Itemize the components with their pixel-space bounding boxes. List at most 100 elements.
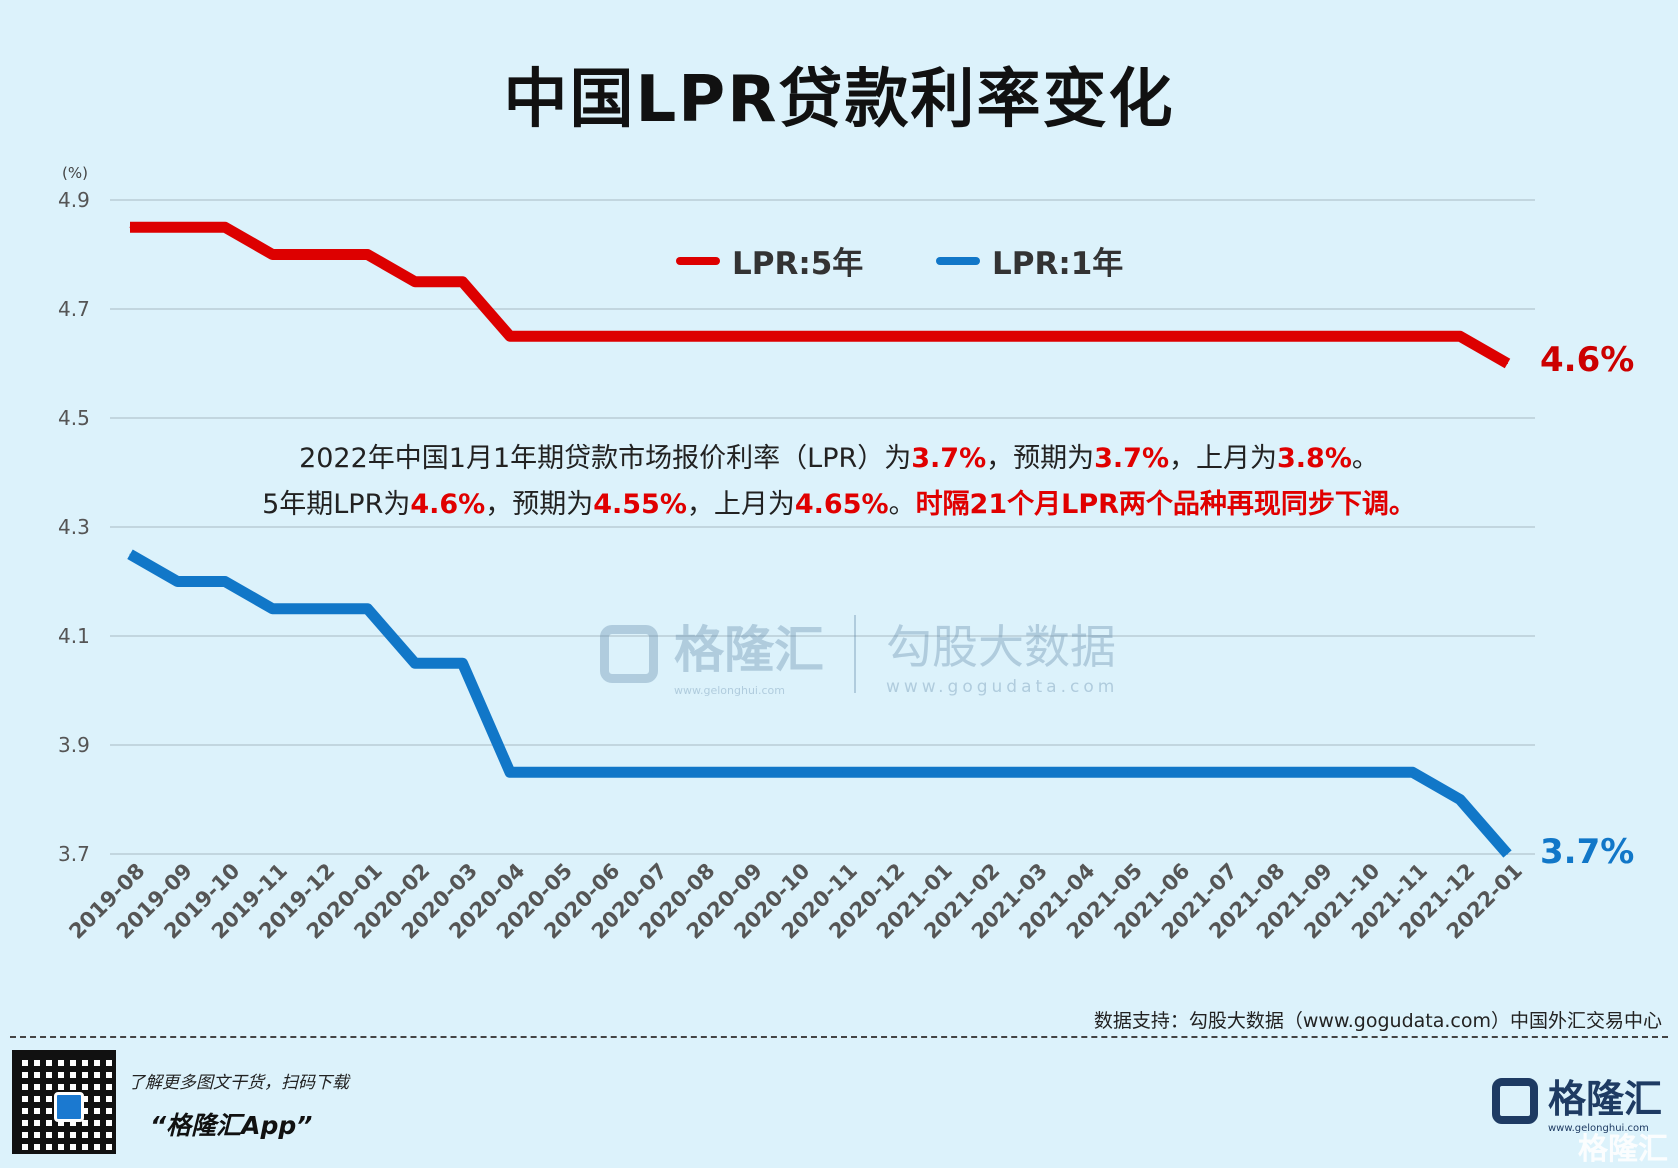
annotation-1-segment: 2022年中国1月1年期贷款市场报价利率（LPR）为 bbox=[299, 443, 912, 474]
data-point bbox=[414, 662, 416, 664]
data-point bbox=[794, 335, 796, 337]
gelonghui-logo-icon bbox=[600, 624, 658, 683]
data-point bbox=[177, 581, 178, 582]
annotation-2-segment: 5年期LPR为 bbox=[262, 489, 411, 520]
data-point bbox=[984, 771, 986, 773]
watermark-partner: 勾股大数据 bbox=[886, 619, 1116, 674]
data-point bbox=[224, 581, 226, 582]
data-point bbox=[1364, 335, 1366, 337]
data-point bbox=[652, 771, 653, 773]
data-point bbox=[319, 608, 321, 610]
y-tick-label: 3.7 bbox=[58, 842, 90, 866]
data-point bbox=[1364, 771, 1366, 773]
series-line-5y bbox=[130, 221, 1511, 369]
watermark-brand-block: 格隆汇 www.gelonghui.com bbox=[674, 610, 824, 697]
legend-swatch-5y bbox=[676, 256, 720, 265]
annotation-2-segment: 4.6% bbox=[410, 489, 486, 520]
data-point bbox=[1317, 335, 1318, 337]
annotation-1-segment: ，上月为 bbox=[1169, 443, 1278, 474]
watermark-partner-url: www.gogudata.com bbox=[886, 676, 1119, 697]
legend-item-1y: LPR:1年 bbox=[936, 238, 1123, 283]
logo-watermark: 格隆汇 bbox=[1578, 1132, 1668, 1167]
data-point bbox=[937, 771, 938, 773]
data-point bbox=[1079, 771, 1081, 773]
data-point bbox=[889, 335, 891, 337]
data-point bbox=[367, 254, 368, 255]
annotation-2-segment: 。 bbox=[888, 489, 916, 520]
annotation-1-segment: 。 bbox=[1351, 443, 1379, 474]
data-point bbox=[557, 335, 558, 337]
data-point bbox=[1317, 771, 1318, 773]
data-point bbox=[1174, 771, 1176, 773]
data-point bbox=[842, 771, 843, 773]
data-point bbox=[509, 771, 511, 773]
watermark-divider bbox=[854, 614, 856, 693]
annotation-2-segment: ，上月为 bbox=[686, 489, 795, 520]
legend-label-5y: LPR:5年 bbox=[732, 246, 864, 282]
y-tick-label: 3.9 bbox=[58, 733, 90, 757]
annotation-1-segment: ，预期为 bbox=[986, 443, 1095, 474]
y-tick-label: 4.9 bbox=[58, 188, 90, 212]
annotation-2-segment: 时隔21个月LPR两个品种再现同步下调。 bbox=[915, 489, 1416, 520]
data-point bbox=[129, 226, 131, 228]
promo-app-name: “格隆汇App” bbox=[150, 1111, 313, 1140]
data-point bbox=[1032, 771, 1033, 773]
data-point bbox=[462, 662, 463, 664]
end-label-1y: 3.7% bbox=[1540, 832, 1635, 872]
annotation-2-segment: ，预期为 bbox=[485, 489, 594, 520]
data-point bbox=[1127, 335, 1128, 337]
y-axis-unit: (%) bbox=[62, 164, 88, 182]
data-point bbox=[794, 771, 796, 773]
data-point bbox=[1269, 771, 1271, 773]
qr-code-icon bbox=[12, 1050, 116, 1154]
y-tick-label: 4.3 bbox=[58, 515, 90, 539]
annotation-2-segment: 4.55% bbox=[593, 489, 687, 520]
qr-logo-icon bbox=[54, 1092, 84, 1122]
annotation-1-segment: 3.7% bbox=[1094, 443, 1170, 474]
annotation-2-segment: 4.65% bbox=[794, 489, 889, 520]
data-point bbox=[604, 771, 606, 773]
series-line-1y bbox=[127, 549, 1512, 858]
annotation-1-segment: 3.8% bbox=[1277, 443, 1352, 474]
legend-item-5y: LPR:5年 bbox=[676, 238, 863, 283]
data-point bbox=[414, 281, 416, 283]
data-point bbox=[367, 608, 368, 610]
data-point bbox=[1079, 335, 1081, 337]
data-point bbox=[272, 254, 273, 255]
data-point bbox=[1412, 335, 1413, 337]
watermark-partner-block: 勾股大数据 www.gogudata.com bbox=[886, 611, 1118, 697]
watermark: 格隆汇 www.gelonghui.com 勾股大数据 www.gogudata… bbox=[600, 610, 1118, 697]
y-tick-label: 4.1 bbox=[58, 624, 90, 648]
data-point bbox=[177, 226, 178, 228]
data-point bbox=[319, 254, 321, 255]
data-point bbox=[1269, 335, 1271, 337]
data-point bbox=[509, 335, 511, 337]
data-point bbox=[272, 608, 273, 610]
data-point bbox=[889, 771, 891, 773]
y-tick-label: 4.7 bbox=[58, 297, 90, 321]
data-point bbox=[1507, 363, 1508, 364]
promo-text: 了解更多图文干货，扫码下载 bbox=[128, 1073, 349, 1093]
annotation-line-2: 5年期LPR为4.6%，预期为4.55%，上月为4.65%。时隔21个月LPR两… bbox=[0, 482, 1678, 521]
data-point bbox=[747, 335, 748, 337]
data-point bbox=[652, 335, 653, 337]
data-point bbox=[604, 335, 606, 337]
brand-logo: 格隆汇 www.gelonghui.com bbox=[1491, 1068, 1662, 1134]
data-point bbox=[1459, 799, 1461, 800]
annotation-1-segment: 3.7% bbox=[911, 443, 987, 474]
chart-title: 中国LPR贷款利率变化 bbox=[503, 63, 1175, 137]
line-chart: (%)3.73.94.14.34.54.74.92019-082019-0920… bbox=[58, 164, 1535, 944]
data-point bbox=[1507, 853, 1508, 855]
data-point bbox=[747, 771, 748, 773]
data-point bbox=[984, 335, 986, 337]
annotation-line-1: 2022年中国1月1年期贷款市场报价利率（LPR）为3.7%，预期为3.7%，上… bbox=[0, 436, 1678, 475]
data-point bbox=[1222, 771, 1223, 773]
data-point bbox=[699, 335, 701, 337]
y-tick-label: 4.5 bbox=[58, 406, 90, 430]
data-point bbox=[129, 553, 131, 555]
data-point bbox=[557, 771, 558, 773]
data-point bbox=[1412, 771, 1413, 773]
logo-g-icon bbox=[1491, 1078, 1538, 1124]
data-point bbox=[842, 335, 843, 337]
watermark-brand-url: www.gelonghui.com bbox=[674, 684, 785, 697]
